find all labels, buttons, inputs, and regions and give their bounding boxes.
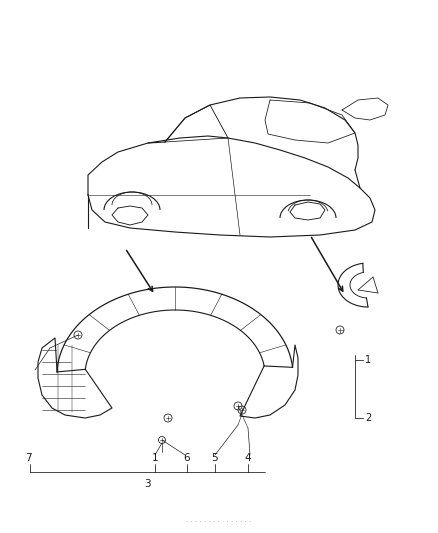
Text: 4: 4 [245, 453, 251, 463]
Text: 1: 1 [365, 355, 371, 365]
Text: 7: 7 [25, 453, 31, 463]
Text: 6: 6 [184, 453, 191, 463]
Text: 3: 3 [144, 479, 151, 489]
Text: . . . . . . . . . . . . . . .: . . . . . . . . . . . . . . . [187, 517, 251, 523]
Text: 1: 1 [152, 453, 158, 463]
Text: 5: 5 [212, 453, 218, 463]
Text: 2: 2 [365, 413, 371, 423]
